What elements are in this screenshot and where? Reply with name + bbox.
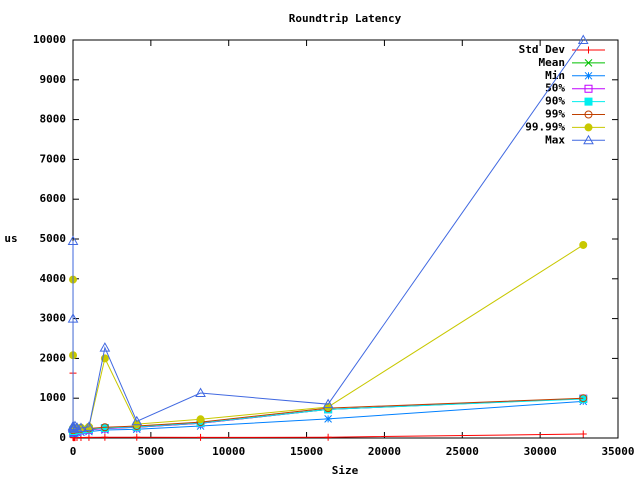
plot-frame bbox=[72, 39, 619, 439]
data-point bbox=[577, 34, 589, 44]
data-point bbox=[197, 433, 205, 441]
legend-label: 50% bbox=[545, 82, 565, 95]
y-tick-label: 1000 bbox=[40, 391, 67, 404]
data-point bbox=[579, 394, 588, 403]
data-point bbox=[75, 422, 87, 433]
x-tick-label: 30000 bbox=[524, 445, 557, 458]
data-point bbox=[67, 235, 79, 245]
y-tick-label: 6000 bbox=[40, 192, 67, 205]
y-tick-label: 9000 bbox=[40, 73, 67, 86]
data-point bbox=[324, 433, 332, 441]
legend-marker bbox=[585, 46, 592, 54]
legend-marker bbox=[584, 59, 593, 67]
data-point bbox=[99, 342, 111, 352]
data-point bbox=[131, 415, 143, 426]
data-point bbox=[322, 398, 334, 409]
x-axis-label: Size bbox=[332, 464, 359, 477]
series-line bbox=[72, 39, 584, 431]
y-tick-label: 7000 bbox=[40, 152, 67, 165]
legend-label: Max bbox=[545, 133, 565, 146]
legend-marker bbox=[584, 123, 593, 132]
y-tick-label: 2000 bbox=[40, 351, 67, 364]
legend-marker bbox=[584, 97, 593, 106]
data-point bbox=[579, 240, 588, 249]
data-point bbox=[100, 423, 109, 432]
legend-marker bbox=[584, 71, 593, 80]
data-point bbox=[69, 420, 81, 431]
x-tick-label: 5000 bbox=[138, 445, 165, 458]
data-point bbox=[195, 387, 206, 398]
x-tick-label: 20000 bbox=[368, 445, 401, 458]
data-point bbox=[324, 415, 332, 423]
y-axis-label: us bbox=[4, 232, 17, 245]
legend-label: 99.99% bbox=[525, 120, 565, 133]
y-tick-label: 0 bbox=[59, 431, 66, 444]
legend-label: Std Dev bbox=[519, 43, 566, 56]
legend-label: Mean bbox=[539, 56, 566, 69]
data-point bbox=[196, 415, 205, 424]
x-tick-label: 15000 bbox=[290, 445, 323, 458]
x-tick-label: 10000 bbox=[212, 445, 245, 458]
legend-marker bbox=[584, 84, 593, 93]
legend-label: 90% bbox=[545, 95, 565, 108]
x-tick-label: 35000 bbox=[601, 445, 634, 458]
y-tick-label: 5000 bbox=[40, 232, 67, 245]
legend-label: 99% bbox=[545, 108, 565, 121]
chart-title: Roundtrip Latency bbox=[289, 12, 402, 25]
legend-label: Min bbox=[545, 69, 565, 82]
y-tick-label: 10000 bbox=[33, 33, 66, 46]
x-tick-label: 25000 bbox=[446, 445, 479, 458]
y-tick-label: 3000 bbox=[40, 312, 67, 325]
legend-marker bbox=[583, 134, 594, 145]
legend-marker bbox=[584, 110, 593, 119]
data-point bbox=[579, 430, 587, 438]
y-tick-label: 8000 bbox=[40, 113, 67, 126]
y-tick-label: 4000 bbox=[40, 272, 67, 285]
data-point bbox=[101, 433, 109, 441]
x-tick-label: 0 bbox=[70, 445, 77, 458]
data-point bbox=[67, 313, 79, 323]
data-point bbox=[133, 433, 141, 441]
data-point bbox=[83, 421, 95, 431]
